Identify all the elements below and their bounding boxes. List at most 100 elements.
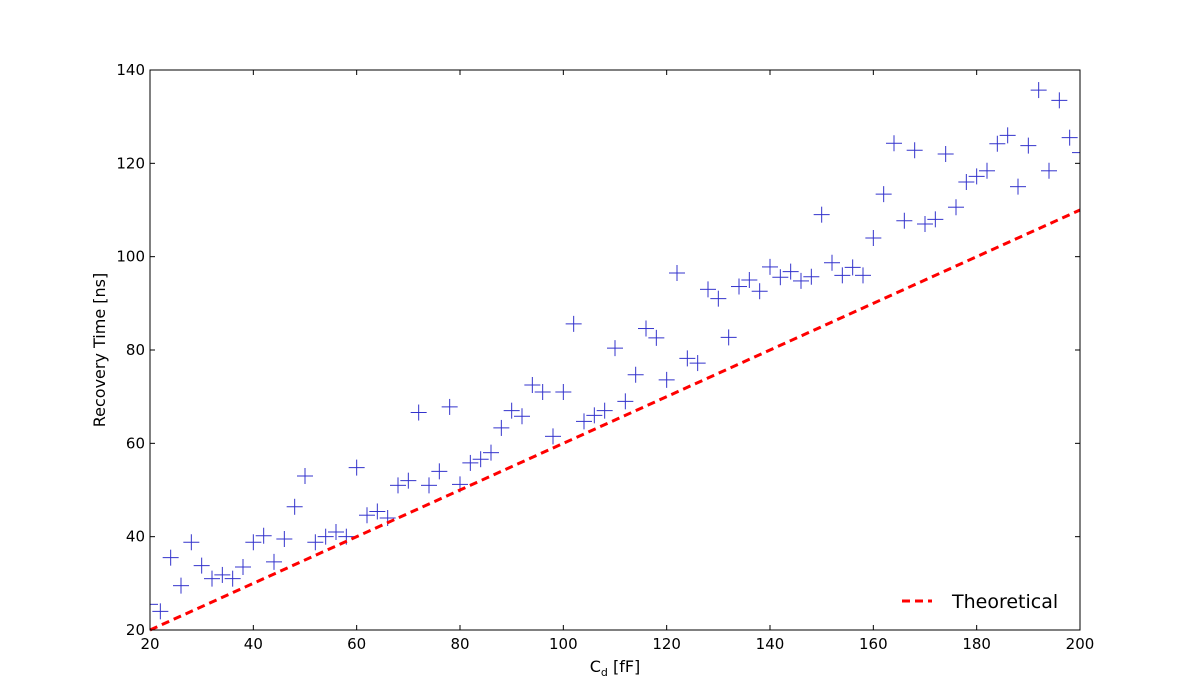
data-point: [896, 212, 913, 229]
data-point: [204, 570, 220, 587]
data-point: [937, 146, 954, 162]
data-point: [844, 259, 861, 276]
data-point: [824, 254, 840, 271]
data-point: [462, 454, 479, 471]
data-point: [627, 366, 644, 383]
theoretical-line-layer: [149, 208, 1081, 632]
data-point: [1020, 137, 1037, 154]
data-point: [390, 477, 406, 494]
data-point: [431, 463, 448, 480]
data-point: [679, 350, 696, 367]
x-axis-label: Cd [fF]: [590, 657, 641, 679]
data-point: [483, 444, 499, 461]
data-point: [865, 230, 882, 246]
data-point: [803, 268, 820, 285]
x-tick-label: 60: [347, 635, 366, 653]
data-point: [906, 142, 923, 159]
data-point: [586, 407, 603, 424]
data-point: [224, 570, 241, 587]
data-point: [255, 527, 272, 544]
data-point: [834, 267, 851, 284]
data-point: [266, 553, 282, 570]
data-point: [762, 258, 778, 275]
data-point: [648, 329, 665, 346]
data-point: [565, 315, 582, 332]
data-point: [968, 168, 985, 185]
data-point: [669, 265, 685, 281]
data-point: [173, 577, 189, 594]
data-point: [1061, 129, 1078, 146]
data-point: [751, 283, 768, 300]
data-point: [638, 320, 654, 337]
data-point: [441, 398, 458, 415]
data-point: [948, 199, 964, 216]
data-point: [421, 477, 437, 494]
data-point: [152, 603, 169, 620]
data-point: [989, 135, 1006, 152]
data-point: [214, 566, 231, 583]
data-point: [596, 402, 613, 419]
data-point: [297, 468, 313, 484]
data-point: [875, 186, 892, 203]
data-point: [1010, 178, 1026, 195]
data-point: [793, 272, 809, 289]
data-point: [472, 451, 489, 468]
data-point: [534, 384, 551, 400]
y-tick-label: 20: [126, 621, 145, 639]
data-point: [545, 428, 561, 445]
x-tick-label: 160: [859, 635, 888, 653]
data-point: [235, 559, 251, 575]
x-axis-label-unit: [fF]: [608, 657, 640, 676]
legend: Theoretical: [902, 591, 1058, 613]
data-point: [317, 528, 334, 545]
data-point: [917, 216, 933, 232]
data-point: [1030, 82, 1047, 99]
data-point: [607, 340, 623, 357]
data-point: [276, 531, 293, 547]
data-point: [741, 272, 758, 288]
data-point: [369, 503, 386, 520]
data-point: [183, 534, 200, 551]
data-point: [162, 549, 179, 566]
data-point: [782, 263, 799, 280]
y-tick-label: 40: [126, 528, 145, 546]
data-point: [700, 281, 716, 298]
data-point: [772, 269, 789, 286]
data-point: [193, 557, 210, 574]
data-point: [524, 377, 541, 393]
x-tick-label: 180: [962, 635, 991, 653]
x-tick-label: 80: [450, 635, 469, 653]
theoretical-line: [149, 208, 1081, 632]
x-tick-label: 120: [652, 635, 681, 653]
data-point: [689, 355, 706, 372]
x-axis-label-main: C: [590, 657, 601, 676]
y-tick-label: 120: [116, 154, 145, 172]
y-axis-label: Recovery Time [ns]: [90, 273, 109, 427]
data-point: [493, 419, 510, 436]
x-tick-label: 40: [244, 635, 263, 653]
data-point: [328, 524, 344, 540]
legend-theoretical-label: Theoretical: [951, 591, 1058, 613]
x-tick-label: 20: [140, 635, 159, 653]
x-tick-label: 200: [1066, 635, 1095, 653]
data-point: [245, 534, 262, 551]
data-point: [286, 498, 303, 515]
y-tick-label: 100: [116, 248, 145, 266]
data-point: [731, 278, 747, 295]
x-tick-label: 100: [549, 635, 578, 653]
data-point: [710, 290, 727, 307]
data-point: [503, 402, 520, 419]
data-point: [927, 211, 944, 228]
data-point: [307, 534, 324, 551]
measured-points: [149, 82, 1081, 620]
x-axis-label-sub: d: [601, 666, 608, 679]
data-point: [958, 174, 975, 190]
y-tick-label: 60: [126, 434, 145, 452]
data-point: [400, 472, 417, 489]
data-point: [1051, 92, 1068, 109]
y-tick-label: 80: [126, 341, 145, 359]
data-point: [617, 393, 634, 410]
data-point: [658, 371, 675, 388]
axis-ticks: 20 40 60 80 100 120 140 160 180 200 20 40 60 80 100 120…: [116, 61, 1094, 653]
